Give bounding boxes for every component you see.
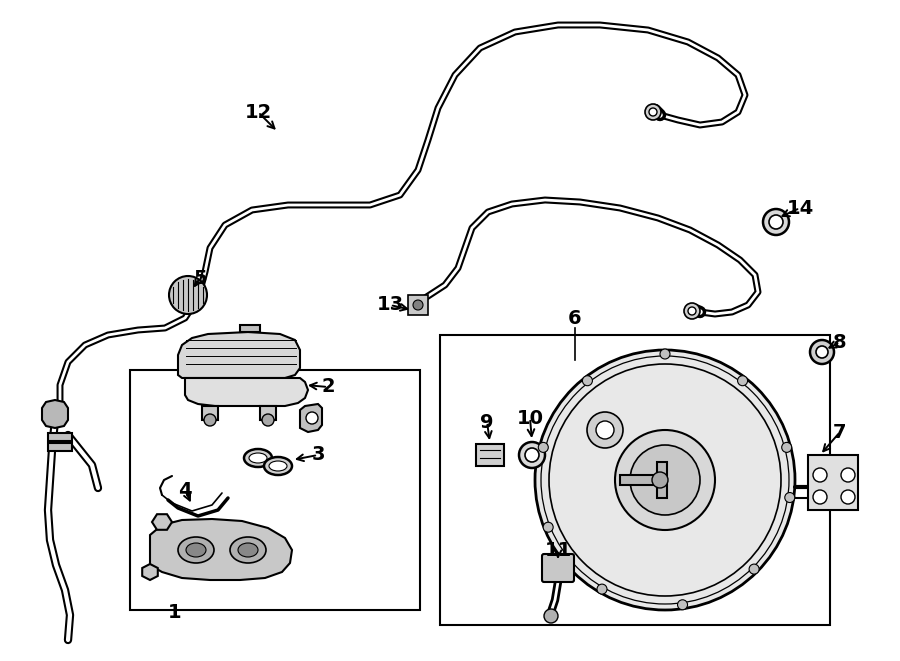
Circle shape <box>596 421 614 439</box>
Circle shape <box>678 600 688 610</box>
Text: 4: 4 <box>178 481 192 500</box>
Circle shape <box>544 522 554 532</box>
Text: 12: 12 <box>245 102 272 122</box>
Polygon shape <box>260 406 276 420</box>
Text: 14: 14 <box>787 198 814 217</box>
Text: 13: 13 <box>376 295 403 315</box>
Ellipse shape <box>264 457 292 475</box>
Circle shape <box>652 472 668 488</box>
Ellipse shape <box>178 537 214 563</box>
Text: 3: 3 <box>311 446 325 465</box>
Polygon shape <box>48 443 72 451</box>
Circle shape <box>813 490 827 504</box>
Text: 2: 2 <box>321 377 335 397</box>
Circle shape <box>813 468 827 482</box>
Circle shape <box>688 307 696 315</box>
Polygon shape <box>185 378 308 406</box>
Polygon shape <box>152 514 172 530</box>
Ellipse shape <box>249 453 267 463</box>
Circle shape <box>262 414 274 426</box>
Polygon shape <box>657 462 667 498</box>
Circle shape <box>544 609 558 623</box>
Text: 8: 8 <box>833 332 847 352</box>
Circle shape <box>649 108 657 116</box>
Circle shape <box>582 375 592 386</box>
Circle shape <box>749 564 759 574</box>
Circle shape <box>306 412 318 424</box>
Ellipse shape <box>269 461 287 471</box>
Text: 7: 7 <box>833 422 847 442</box>
FancyBboxPatch shape <box>542 554 574 582</box>
Text: 6: 6 <box>568 309 581 327</box>
Circle shape <box>841 468 855 482</box>
Polygon shape <box>300 404 322 432</box>
Circle shape <box>645 104 661 120</box>
Ellipse shape <box>230 537 266 563</box>
Circle shape <box>535 350 795 610</box>
Ellipse shape <box>186 543 206 557</box>
Circle shape <box>841 490 855 504</box>
Circle shape <box>684 303 700 319</box>
Circle shape <box>763 209 789 235</box>
Circle shape <box>660 349 670 359</box>
Circle shape <box>519 442 545 468</box>
Circle shape <box>413 300 423 310</box>
Text: 10: 10 <box>517 408 544 428</box>
Circle shape <box>169 276 207 314</box>
Text: 11: 11 <box>544 541 572 559</box>
FancyBboxPatch shape <box>408 295 428 315</box>
Text: 5: 5 <box>194 268 207 288</box>
Circle shape <box>630 445 700 515</box>
Circle shape <box>204 414 216 426</box>
Ellipse shape <box>238 543 258 557</box>
Polygon shape <box>142 564 157 580</box>
Circle shape <box>738 375 748 386</box>
Circle shape <box>597 584 607 594</box>
Polygon shape <box>150 519 292 580</box>
Bar <box>130 370 420 610</box>
Polygon shape <box>48 433 72 441</box>
Circle shape <box>615 430 715 530</box>
Circle shape <box>782 442 792 452</box>
Circle shape <box>587 412 623 448</box>
Circle shape <box>769 215 783 229</box>
Polygon shape <box>476 444 504 466</box>
Polygon shape <box>620 475 660 485</box>
Polygon shape <box>178 332 300 378</box>
Polygon shape <box>202 406 218 420</box>
Polygon shape <box>240 325 260 332</box>
Circle shape <box>525 448 539 462</box>
Circle shape <box>810 340 834 364</box>
Text: 1: 1 <box>168 602 182 621</box>
Bar <box>808 455 858 510</box>
Polygon shape <box>42 400 68 428</box>
Ellipse shape <box>244 449 272 467</box>
Circle shape <box>538 442 548 452</box>
Bar <box>440 335 830 625</box>
Circle shape <box>816 346 828 358</box>
Circle shape <box>785 492 795 502</box>
Text: 9: 9 <box>481 412 494 432</box>
